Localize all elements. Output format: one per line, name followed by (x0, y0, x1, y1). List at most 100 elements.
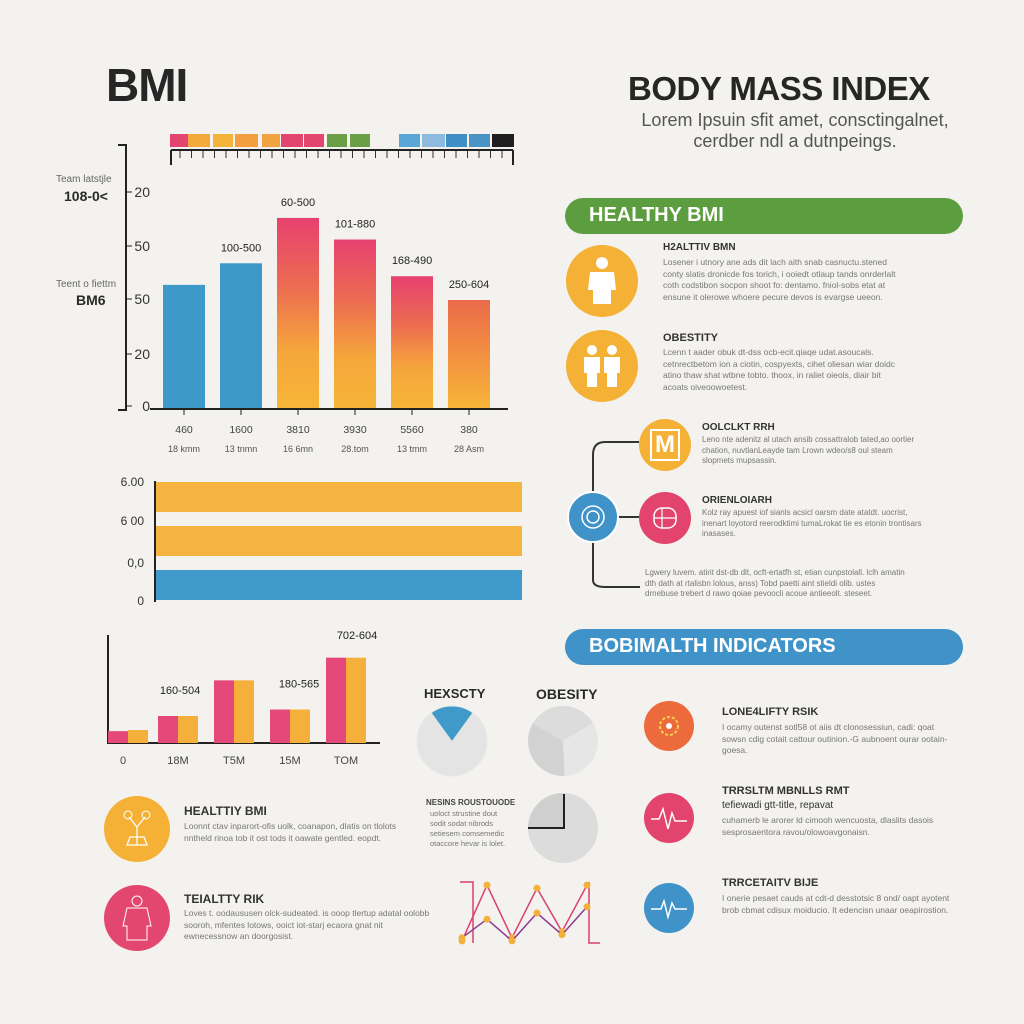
healthy-item-4-title: ORIENLOIARH (702, 495, 772, 506)
line-point (483, 915, 491, 923)
chart3-data-label: 160-504 (160, 685, 200, 697)
line-point (533, 909, 541, 917)
healthy-bmi-pill: HEALTHY BMI (565, 198, 963, 234)
chart1-bar (391, 276, 433, 408)
indicator-1-title: LONE4LIFTY RSIK (722, 706, 819, 718)
indicator-1-text: I ocamy outenst sotl58 ot aiis dt clonos… (722, 722, 948, 755)
pie-title-1: HEXSCTY (424, 686, 486, 701)
chart3-x-label: 0 (120, 755, 126, 767)
bottom-item-2-title: TEIALTTY RIK (184, 892, 265, 906)
pie2-slice (532, 706, 593, 741)
m-badge-icon: M (639, 419, 691, 471)
chart1-y-tick-label: 20 (134, 184, 150, 200)
chart1-x-sublabel: 13 tnmn (225, 444, 258, 454)
chart1-x-label: 3810 (286, 424, 310, 436)
chart3-bar-orange (290, 709, 310, 743)
indicator-3-text: I onerie pesaet cauds at cdt-d desstotsi… (722, 893, 950, 915)
indicator-2-text: cuhamerb le arorer ld cimooh wencuosta, … (722, 815, 934, 837)
chart3-x-label: 18M (167, 755, 188, 767)
chart1-x-label: 1600 (229, 424, 253, 436)
couple-icon (566, 330, 638, 402)
chart1-y-axis (118, 144, 127, 411)
chart3-data-label: 702-604 (337, 630, 377, 642)
pie3-marker (528, 794, 565, 829)
healthy-item-4-text: Kolz ray apuest iof sianls acsicl oarsm … (702, 508, 922, 538)
pie-caption-3: uoloct strustine dout sodit sodat nibrod… (430, 809, 506, 848)
healthy-item-3-text: Leno nte adenitz al utach ansib cossattr… (702, 435, 915, 465)
heartbeat-icon (644, 793, 694, 843)
chart1-data-label: 101-880 (335, 219, 375, 231)
line-point (458, 934, 466, 942)
chart3-bar-orange (128, 730, 148, 743)
pie1-outline (416, 705, 488, 777)
chart3-x-label: TOM (334, 755, 358, 767)
page-title: BODY MASS INDEX (628, 70, 930, 107)
chart1-bar (334, 239, 376, 408)
chart3-data-label: 180-565 (279, 679, 319, 691)
healthy-item-2-title: OBESTITY (663, 332, 719, 344)
chart1-bar (277, 217, 319, 408)
chart1-data-label: 168-490 (392, 255, 432, 267)
chart2-bar (156, 570, 522, 600)
bottom-item-2-text: Loves t. oodaususen olck-sudeated. is oo… (184, 908, 430, 941)
chart3-bar-orange (178, 716, 198, 743)
bottom-item-1-title: HEALTTIY BMI (184, 804, 267, 818)
chart3-bar-orange (346, 657, 366, 743)
chart2-bar (156, 482, 522, 512)
indicator-3-title: TRRCETAITV BIJE (722, 877, 819, 889)
side-label-2-value: BM6 (76, 292, 106, 308)
chart1-bar (448, 300, 490, 408)
chart3-x-label: 15M (279, 755, 300, 767)
pulse-icon (644, 883, 694, 933)
line-point (508, 937, 516, 945)
chart2-y-tick-label: 6.00 (121, 475, 145, 489)
chart1-x-label: 460 (175, 424, 193, 436)
organ-icon (639, 492, 691, 544)
indicators-pill: BOBIMALTH INDICATORS (565, 629, 963, 665)
plant-hand-icon (104, 796, 170, 862)
person-icon (566, 245, 638, 317)
brain-icon (567, 491, 619, 543)
bmi-title: BMI (106, 59, 188, 111)
page-subtitle: Lorem Ipsuin sfit amet, consctingalnet, … (610, 110, 980, 152)
chart1-y-tick-label: 50 (134, 238, 150, 254)
line-point (533, 884, 541, 892)
chart1-bar (220, 263, 262, 408)
chart3-bar-pink (158, 716, 178, 743)
line-point (483, 881, 491, 889)
line-point (583, 903, 591, 911)
chart1-y-tick-label: 50 (134, 291, 150, 307)
line-chart-frame (460, 881, 600, 944)
chart1-y-tick-label: 20 (134, 346, 150, 362)
chart1-x-label: 5560 (400, 424, 424, 436)
line-point (583, 881, 591, 889)
indicator-2-subtitle: tefiewadi gtt-title, repavat (722, 800, 834, 811)
chart1-x-sublabel: 16 6mn (283, 444, 313, 454)
chart2-y-tick-label: 0,0 (127, 556, 144, 570)
pie1-slice (417, 712, 488, 776)
line-series-pink (461, 883, 588, 942)
chart2-y-tick-label: 6 00 (121, 514, 145, 528)
chart1-x-sublabel: 13 tmm (397, 444, 427, 454)
pie3-slice (528, 793, 563, 828)
healthy-item-2-text: Lcenn t aader obuk dt-dss ocb-ecit.qiaqe… (663, 347, 895, 392)
chart1-x-sublabel: 28.tom (341, 444, 369, 454)
healthy-footer-text: Lgwery luvem. atirit dst-db dlt, ocft-er… (645, 568, 905, 598)
chart1-x-label: 380 (460, 424, 478, 436)
pie2-slice (527, 723, 565, 777)
line-series-purple (461, 906, 588, 942)
virus-icon (644, 701, 694, 751)
chart1-x-label: 3930 (343, 424, 367, 436)
pie-title-3: NESINS ROUSTOUODE (426, 798, 516, 807)
side-label-1-caption: Team latstjle (56, 174, 112, 185)
healthy-item-1-title: H2ALTTIV BMN (663, 242, 736, 253)
chart1-x-sublabel: 28 Asm (454, 444, 484, 454)
chart3-bar-pink (108, 731, 128, 743)
chart1-data-label: 100-500 (221, 242, 261, 254)
chart1-x-sublabel: 18 kmm (168, 444, 200, 454)
indicator-2-title: TRRSLTM MBNLLS RMT (722, 785, 850, 797)
chart1-data-label: 250-604 (449, 279, 489, 291)
chart3-x-label: T5M (223, 755, 245, 767)
chart3-bar-orange (234, 680, 254, 743)
